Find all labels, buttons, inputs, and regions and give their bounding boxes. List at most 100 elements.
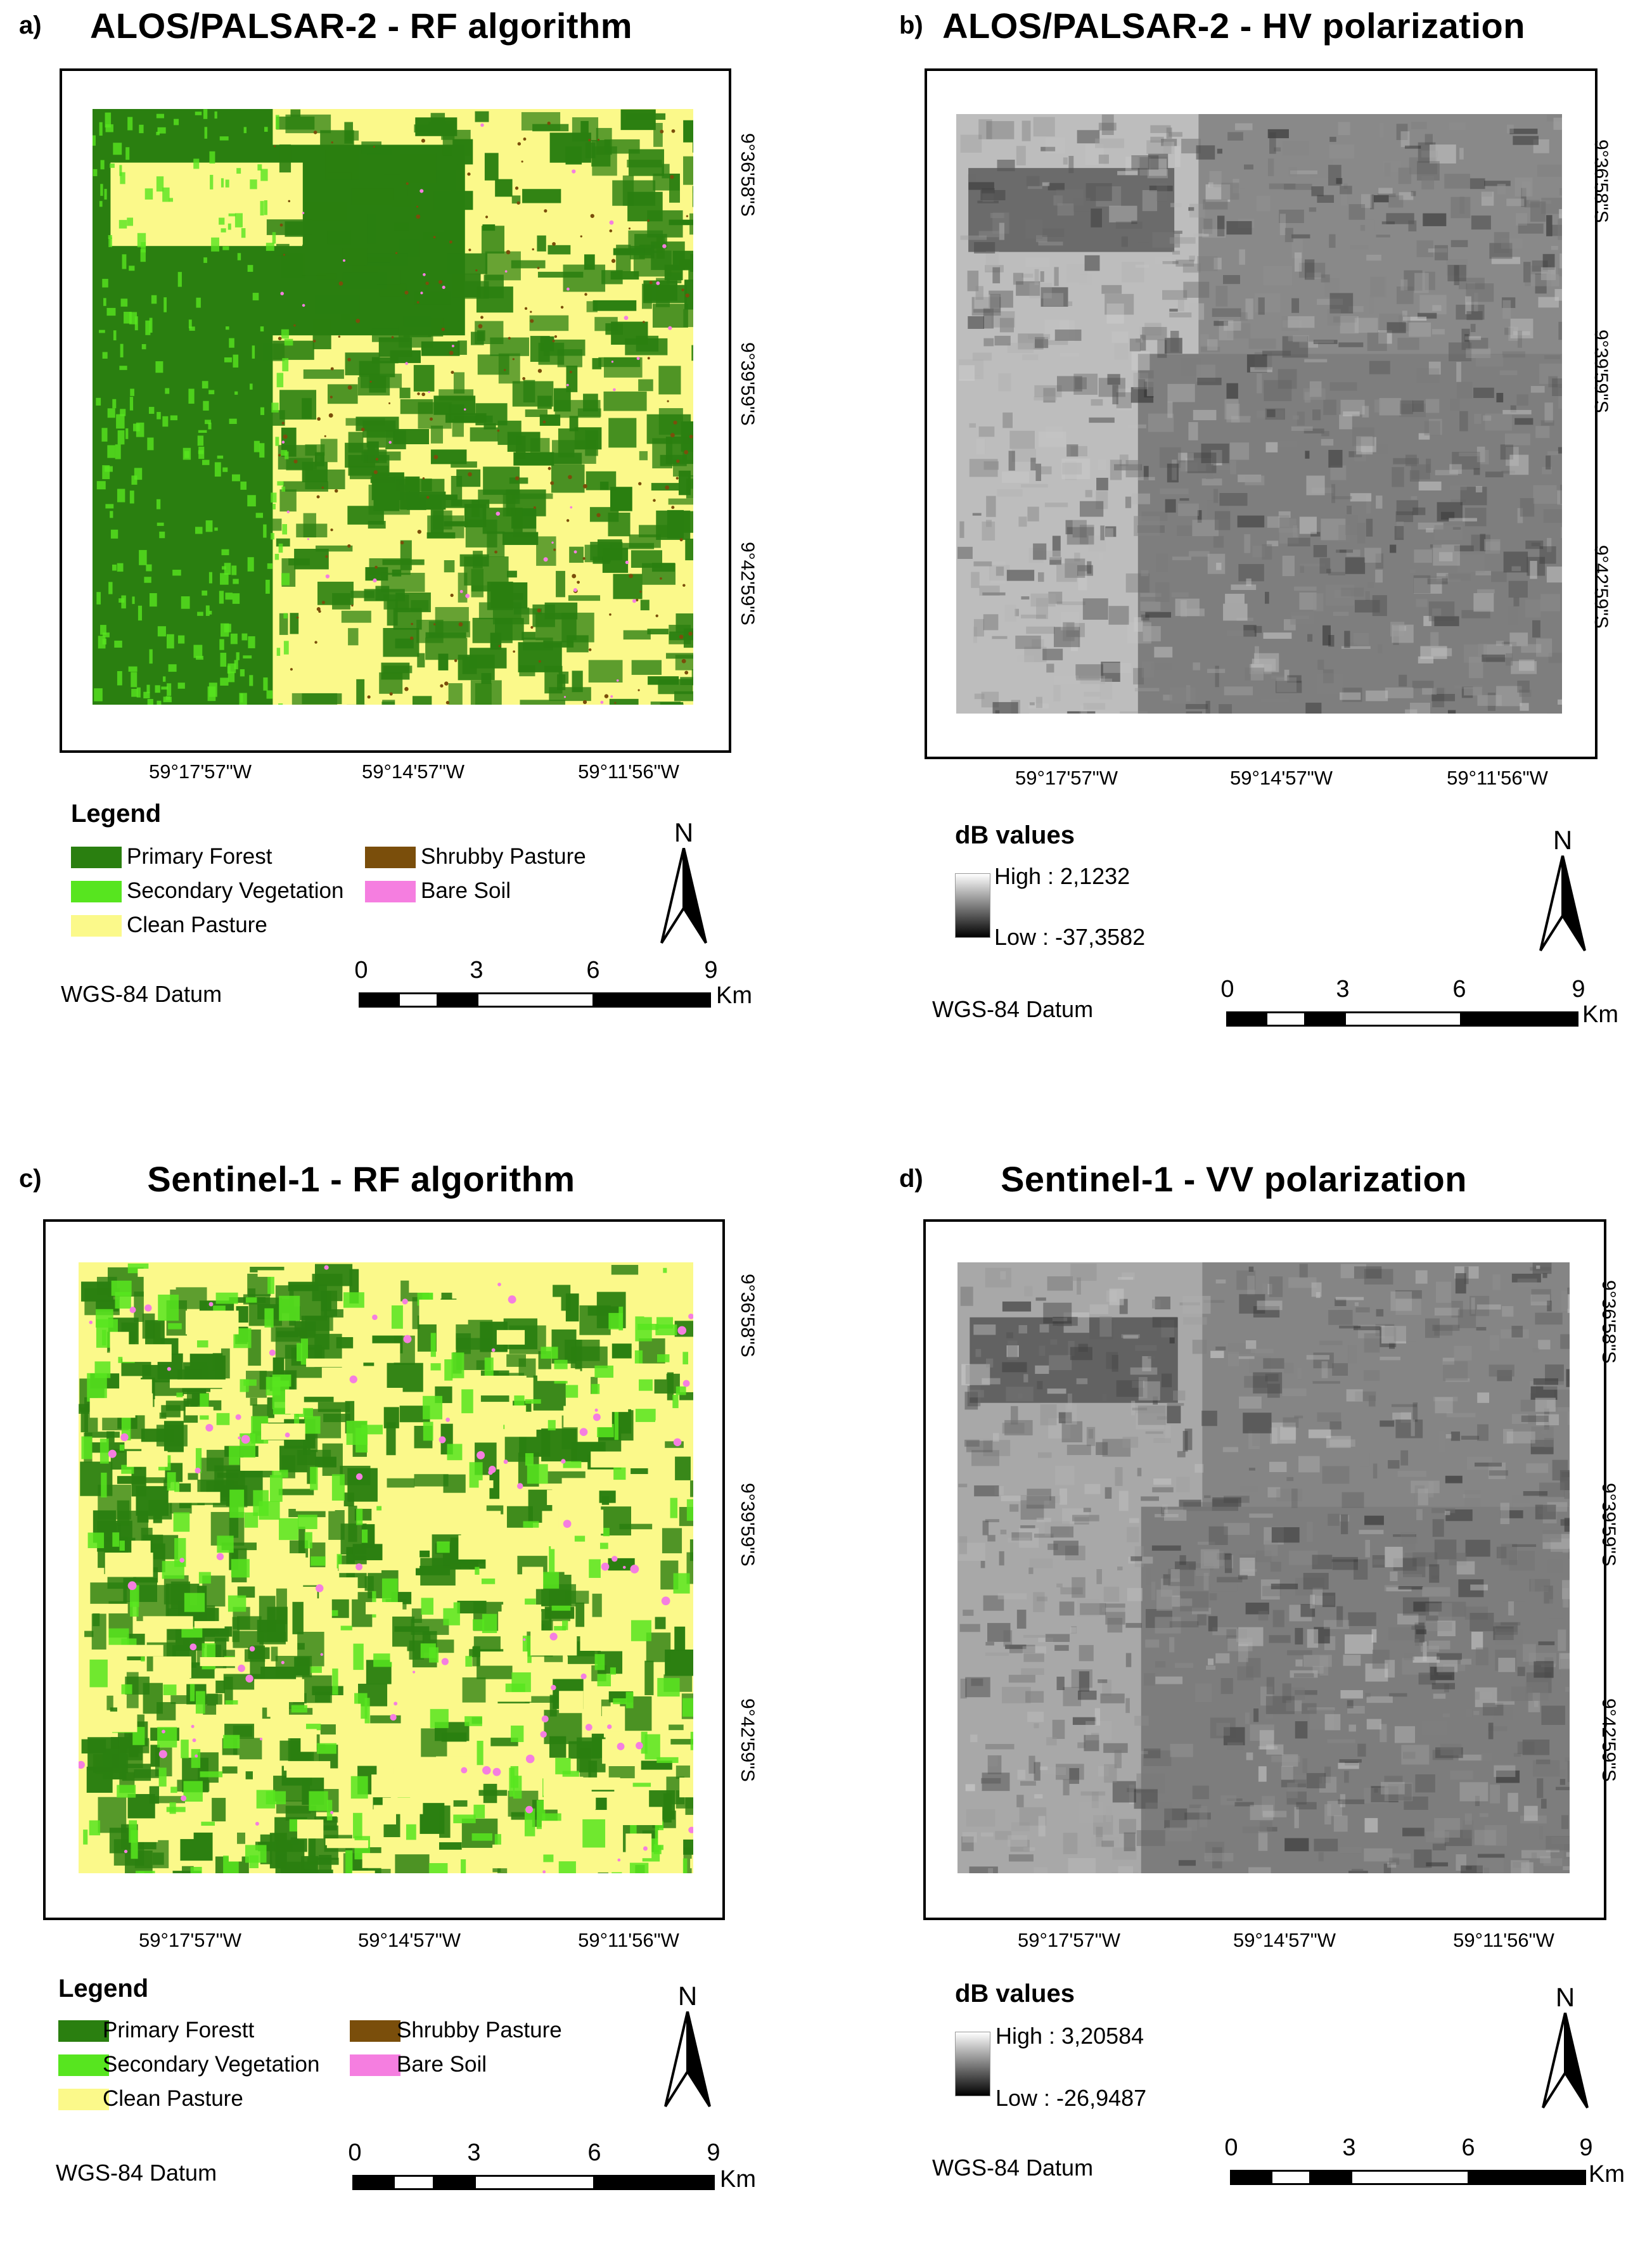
lon-tick: 59°17'57"W xyxy=(1015,767,1118,790)
legend-swatch xyxy=(350,2054,400,2076)
legend-item: Shrubby Pasture xyxy=(397,2018,562,2043)
panel-a: a) ALOS/PALSAR-2 - RF algorithm 9°36'58"… xyxy=(0,0,824,1103)
legend-item: Shrubby Pasture xyxy=(421,844,586,869)
scale-unit: Km xyxy=(1582,1001,1618,1029)
scale-tick: 9 xyxy=(704,957,717,984)
scale-bar xyxy=(1226,1011,1578,1027)
legend-item: Bare Soil xyxy=(397,2052,487,2077)
legend-swatch xyxy=(365,881,416,902)
legend-swatch xyxy=(58,2089,109,2110)
panel-title: Sentinel-1 - RF algorithm xyxy=(0,1158,773,1200)
scale-bar xyxy=(1230,2170,1586,2185)
lon-tick: 59°11'56"W xyxy=(578,1929,679,1952)
lon-tick: 59°14'57"W xyxy=(358,1929,461,1952)
datum-label: WGS-84 Datum xyxy=(61,981,222,1008)
legend-title: Legend xyxy=(71,800,161,828)
lat-tick: 9°39'59"S xyxy=(736,342,758,426)
lon-tick: 59°14'57"W xyxy=(1230,767,1333,790)
scale-tick: 9 xyxy=(1579,2134,1592,2162)
panel-title: ALOS/PALSAR-2 - HV polarization xyxy=(822,5,1646,46)
color-ramp xyxy=(955,2032,990,2096)
north-label: N xyxy=(1534,825,1591,856)
lat-tick: 9°42'59"S xyxy=(1598,1698,1619,1782)
classification-map xyxy=(93,109,693,705)
legend-swatch xyxy=(71,847,122,868)
lat-tick: 9°39'59"S xyxy=(736,1483,758,1567)
north-label: N xyxy=(1537,1982,1594,2013)
datum-label: WGS-84 Datum xyxy=(932,996,1093,1023)
lat-tick: 9°36'58"S xyxy=(736,133,758,217)
lat-tick: 9°42'59"S xyxy=(736,542,758,625)
legend-item: Bare Soil xyxy=(421,878,511,904)
lat-tick: 9°36'58"S xyxy=(1590,139,1611,223)
lat-tick: 9°39'59"S xyxy=(1598,1483,1619,1567)
legend-item: Primary Forestt xyxy=(103,2018,254,2043)
ramp-low-label: Low : -37,3582 xyxy=(994,924,1145,951)
panel-d: d) Sentinel-1 - VV polarization 9°36'58"… xyxy=(828,1153,1652,2256)
sar-backscatter-image xyxy=(956,114,1562,714)
scale-tick: 3 xyxy=(1342,2134,1355,2162)
lon-tick: 59°11'56"W xyxy=(1453,1929,1554,1952)
panel-c: c) Sentinel-1 - RF algorithm 9°36'58"S 9… xyxy=(0,1153,824,2256)
scale-tick: 6 xyxy=(1452,976,1466,1003)
lat-tick: 9°42'59"S xyxy=(736,1698,758,1782)
lat-tick: 9°36'58"S xyxy=(1598,1280,1619,1364)
lat-tick: 9°39'59"S xyxy=(1590,330,1611,413)
scale-bar xyxy=(352,2175,715,2190)
legend-item: Clean Pasture xyxy=(103,2086,243,2112)
north-arrow-icon xyxy=(1537,2013,1594,2114)
legend-swatch xyxy=(365,847,416,868)
scale-tick: 6 xyxy=(586,957,599,984)
legend-swatch xyxy=(350,2020,400,2042)
legend-item: Clean Pasture xyxy=(127,913,267,938)
legend-swatch xyxy=(71,881,122,902)
panel-b: b) ALOS/PALSAR-2 - HV polarization 9°36'… xyxy=(828,0,1652,1103)
ramp-high-label: High : 3,20584 xyxy=(996,2023,1144,2049)
north-arrow-icon xyxy=(1534,856,1591,957)
legend-item: Secondary Vegetation xyxy=(103,2052,319,2077)
scale-unit: Km xyxy=(720,2166,756,2193)
classification-map xyxy=(79,1262,693,1873)
scale-tick: 3 xyxy=(467,2139,480,2167)
scale-tick: 9 xyxy=(1572,976,1585,1003)
lon-tick: 59°11'56"W xyxy=(1447,767,1548,790)
ramp-low-label: Low : -26,9487 xyxy=(996,2085,1146,2112)
legend-swatch xyxy=(58,2054,109,2076)
scale-tick: 0 xyxy=(1220,976,1234,1003)
lon-tick: 59°17'57"W xyxy=(1018,1929,1120,1952)
panel-title: ALOS/PALSAR-2 - RF algorithm xyxy=(0,5,773,46)
legend-swatch xyxy=(71,915,122,937)
legend-title: dB values xyxy=(955,821,1075,850)
scale-unit: Km xyxy=(1589,2161,1625,2188)
north-arrow-icon xyxy=(655,848,712,949)
north-arrow-icon xyxy=(659,2011,716,2113)
scale-tick: 3 xyxy=(470,957,483,984)
datum-label: WGS-84 Datum xyxy=(56,2160,217,2186)
north-label: N xyxy=(655,817,712,848)
lat-tick: 9°36'58"S xyxy=(736,1274,758,1357)
scale-tick: 0 xyxy=(348,2139,361,2167)
scale-tick: 0 xyxy=(1224,2134,1238,2162)
lon-tick: 59°11'56"W xyxy=(578,760,679,783)
scale-bar xyxy=(359,992,711,1008)
color-ramp xyxy=(955,873,990,938)
lon-tick: 59°17'57"W xyxy=(139,1929,241,1952)
legend-title: Legend xyxy=(58,1975,148,2003)
datum-label: WGS-84 Datum xyxy=(932,2155,1093,2181)
scale-unit: Km xyxy=(716,982,752,1009)
lon-tick: 59°14'57"W xyxy=(362,760,464,783)
scale-tick: 9 xyxy=(707,2139,720,2167)
scale-tick: 6 xyxy=(1461,2134,1475,2162)
legend-swatch xyxy=(58,2020,109,2042)
panel-title: Sentinel-1 - VV polarization xyxy=(822,1158,1646,1200)
lon-tick: 59°14'57"W xyxy=(1233,1929,1336,1952)
ramp-high-label: High : 2,1232 xyxy=(994,863,1130,890)
scale-tick: 0 xyxy=(354,957,368,984)
legend-item: Secondary Vegetation xyxy=(127,878,343,904)
legend-item: Primary Forest xyxy=(127,844,272,869)
lat-tick: 9°42'59"S xyxy=(1590,545,1611,629)
scale-tick: 6 xyxy=(587,2139,601,2167)
north-label: N xyxy=(659,1981,716,2011)
legend-title: dB values xyxy=(955,1980,1075,2008)
sar-backscatter-image xyxy=(957,1262,1570,1873)
